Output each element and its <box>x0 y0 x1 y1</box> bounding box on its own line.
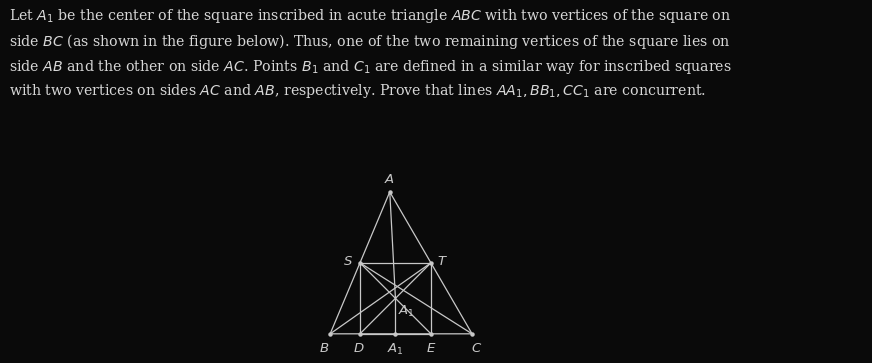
Text: $E$: $E$ <box>426 342 436 355</box>
Text: $A$: $A$ <box>385 172 395 185</box>
Text: $S$: $S$ <box>343 255 353 268</box>
Text: $T$: $T$ <box>437 255 447 268</box>
Text: $C$: $C$ <box>471 342 482 355</box>
Text: Let $A_1$ be the center of the square inscribed in acute triangle $ABC$ with two: Let $A_1$ be the center of the square in… <box>9 7 732 100</box>
Text: $B$: $B$ <box>319 342 330 355</box>
Text: $A_1$: $A_1$ <box>387 342 404 358</box>
Text: $A_1$: $A_1$ <box>399 304 415 319</box>
Text: $D$: $D$ <box>353 342 364 355</box>
